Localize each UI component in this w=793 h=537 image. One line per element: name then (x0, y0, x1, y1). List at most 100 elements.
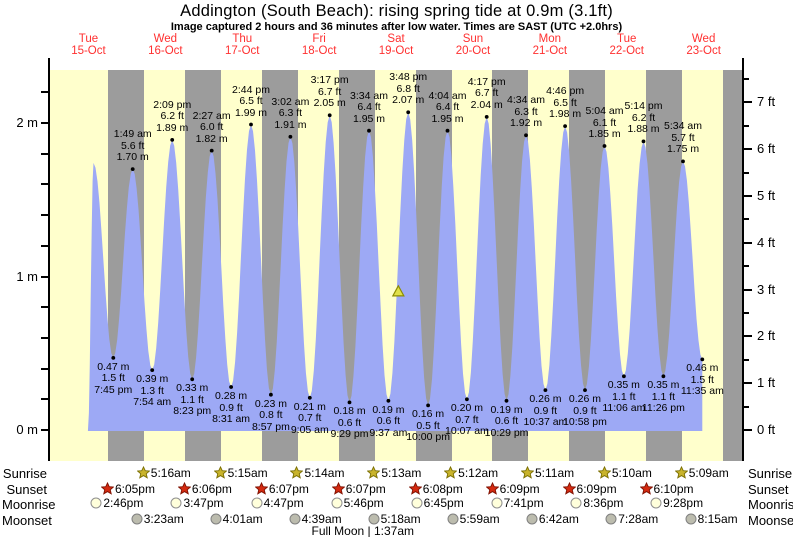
tide-label-line: 3:48 pm (389, 71, 428, 84)
day-label: Tue 22-Oct (588, 33, 665, 57)
moonrise-event: 2:46pm (90, 497, 143, 510)
tide-label-line: 1.98 m (549, 108, 582, 121)
tide-label-line: 1.85 m (588, 128, 621, 141)
sunset-star-event: 6:08pm (408, 481, 463, 496)
tide-label-line: 6.5 ft (239, 95, 263, 108)
left-axis-tick-label: 2 m (16, 115, 38, 130)
sunset-star-icon (562, 481, 577, 496)
day-name: Wed (691, 33, 716, 45)
tide-area-fill (87, 112, 703, 432)
tide-label-line: 6.8 ft (396, 82, 420, 95)
tide-label-line: 0.33 m (176, 382, 209, 395)
tide-point-dot (465, 397, 469, 402)
tide-label-line: 8:23 pm (173, 405, 212, 418)
day-date: 20-Oct (455, 45, 491, 57)
moonset-event: 3:23am (131, 512, 184, 526)
current-level-marker-icon (391, 284, 405, 297)
tide-label-line: 6.2 ft (160, 110, 184, 123)
astro-row-label-right: Sunrise (748, 466, 793, 481)
tide-label-line: 0.35 m (647, 379, 680, 392)
tide-high-label: 3:02 am 6.3 ft 1.91 m (248, 96, 332, 132)
tide-label-line: 1.95 m (352, 112, 386, 125)
tide-label-line: 8:57 pm (251, 420, 290, 433)
tide-label-line: 0.26 m (529, 393, 562, 406)
right-axis-tick-label: 3 ft (757, 281, 776, 297)
tide-label-line: 6.7 ft (474, 87, 499, 100)
tide-label-line: 0.46 m (686, 362, 719, 375)
sunrise-star-event: 5:16am (136, 465, 191, 480)
sunset-star-time: 6:10pm (653, 481, 694, 496)
moonrise-time: 3:47pm (183, 496, 224, 511)
left-axis-tick (41, 336, 49, 339)
tide-high-label: 1:49 am 5.6 ft 1.70 m (91, 129, 175, 164)
tide-label-line: 0.47 m (97, 360, 130, 373)
moonrise-time: 4:47pm (263, 496, 304, 511)
day-date: 19-Oct (378, 45, 414, 57)
moonrise-icon (170, 496, 183, 510)
sunrise-star-event: 5:12am (443, 465, 498, 480)
sunrise-star-icon (213, 465, 228, 480)
sunset-star-time: 6:07pm (268, 481, 309, 496)
day-date: 23-Oct (686, 45, 721, 57)
sunrise-star-time: 5:13am (381, 466, 422, 480)
tide-point-dot (681, 159, 685, 164)
sunrise-star-time: 5:16am (150, 466, 191, 480)
moonrise-icon (570, 496, 583, 510)
tide-label-line: 2:27 am (192, 109, 231, 122)
tide-curve (87, 110, 705, 432)
tide-point-dot (543, 388, 548, 392)
tide-point-dot (327, 113, 332, 118)
sunset-star-time: 6:05pm (114, 481, 155, 496)
sunrise-star-time: 5:14am (304, 466, 345, 480)
tide-point-dot (249, 122, 253, 127)
sunrise-star-icon (674, 465, 689, 480)
astro-row-label-right: Moonrise (748, 497, 793, 513)
tide-label-line: 5:04 am (585, 105, 624, 118)
tide-low-label: 0.35 m 1.1 ft 11:26 pm (621, 380, 705, 415)
chart-subtitle: Image captured 2 hours and 36 minutes af… (170, 21, 623, 33)
moonset-icon (447, 512, 460, 526)
tide-label-line: 1.3 ft (140, 384, 164, 397)
day-label: Sun 20-Oct (435, 33, 512, 57)
tide-label-line: 0.7 ft (298, 412, 322, 425)
moonrise-icon (251, 496, 264, 510)
sunset-star-icon (639, 481, 654, 496)
day-name: Thu (232, 33, 253, 45)
right-axis-tick (744, 405, 749, 408)
moonset-event: 7:28am (605, 511, 659, 526)
tide-label-line: 1.5 ft (690, 373, 714, 386)
tide-label-line: 3:34 am (350, 89, 388, 102)
tide-point-dot (111, 356, 116, 360)
tide-label-line: 11:26 pm (641, 402, 685, 415)
moonrise-event: 9:28pm (650, 497, 703, 510)
moonset-icon (131, 512, 144, 526)
tide-label-line: 10:07 am (445, 425, 489, 438)
day-label: Tue 15-Oct (50, 33, 127, 57)
tide-label-line: 1.5 ft (101, 372, 125, 385)
tide-point-dot (504, 398, 509, 403)
tide-point-dot (190, 377, 195, 382)
tide-label-line: 0.35 m (607, 379, 640, 392)
tide-label-line: 0.28 m (215, 390, 248, 403)
sunset-star-icon (408, 481, 423, 496)
moonset-time: 5:59am (459, 511, 500, 526)
tide-label-line: 1.1 ft (651, 390, 676, 403)
left-axis-tick-label: 0 m (16, 422, 38, 437)
sunrise-star-event: 5:09am (674, 465, 729, 480)
sunrise-star-icon (443, 465, 458, 480)
right-axis-tick (744, 78, 749, 81)
moonrise-time: 5:46pm (343, 496, 384, 511)
right-axis-tick (744, 312, 749, 315)
tide-low-label: 0.39 m 1.3 ft 7:54 am (110, 374, 194, 409)
sunrise-star-event: 5:13am (366, 465, 422, 480)
moonset-time: 7:28am (618, 511, 659, 526)
tide-label-line: 9:05 am (290, 423, 329, 436)
sunset-star-event: 6:05pm (100, 481, 155, 496)
tide-low-label: 0.47 m 1.5 ft 7:45 pm (71, 360, 155, 397)
tide-label-line: 10:29 pm (484, 426, 529, 439)
tide-label-line: 6.7 ft (317, 85, 342, 98)
tide-low-label: 0.33 m 1.1 ft 8:23 pm (150, 383, 234, 418)
sunrise-star-icon (520, 465, 535, 480)
moonrise-icon (90, 496, 103, 510)
